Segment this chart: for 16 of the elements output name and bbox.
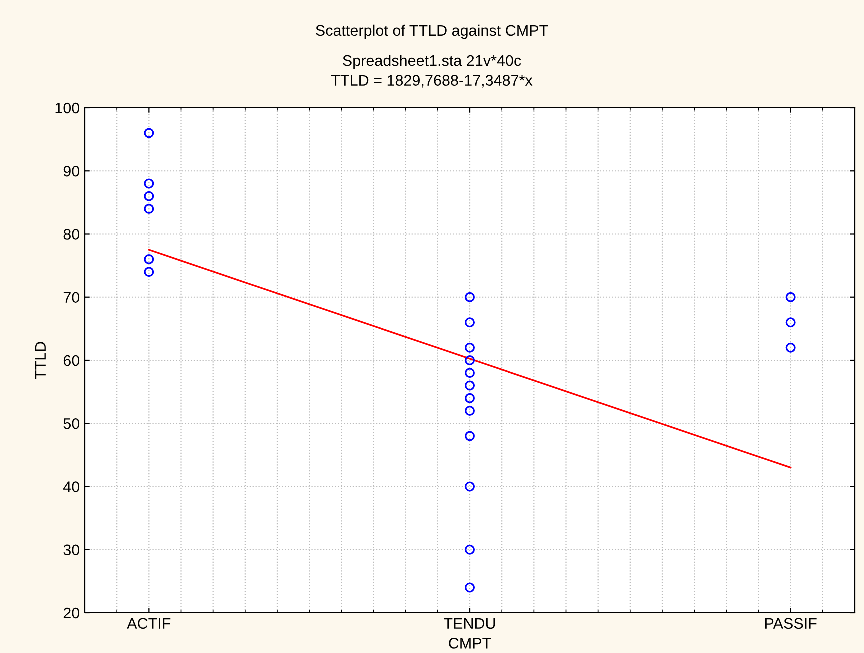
- x-tick-label: PASSIF: [765, 618, 817, 630]
- x-tick-label: ACTIF: [127, 618, 171, 630]
- y-tick-label: 30: [64, 544, 80, 556]
- y-tick-label: 50: [64, 418, 80, 430]
- x-axis-title: CMPT: [449, 638, 492, 649]
- y-tick-label: 100: [56, 102, 80, 114]
- chart-subtitle: Spreadsheet1.sta 21v*40c TTLD = 1829,7688-17,3487*x: [331, 54, 533, 88]
- y-tick-label: 80: [64, 229, 80, 240]
- chart-title: Scatterplot of TTLD against CMPT: [316, 24, 548, 40]
- x-tick-label: TENDU: [444, 618, 496, 630]
- y-tick-label: 90: [64, 166, 80, 177]
- y-tick-label: 70: [64, 292, 80, 304]
- y-tick-label: 20: [64, 608, 80, 619]
- y-tick-label: 40: [64, 482, 80, 492]
- y-axis-title: TTLD: [35, 342, 46, 380]
- y-tick-label: 60: [64, 355, 80, 366]
